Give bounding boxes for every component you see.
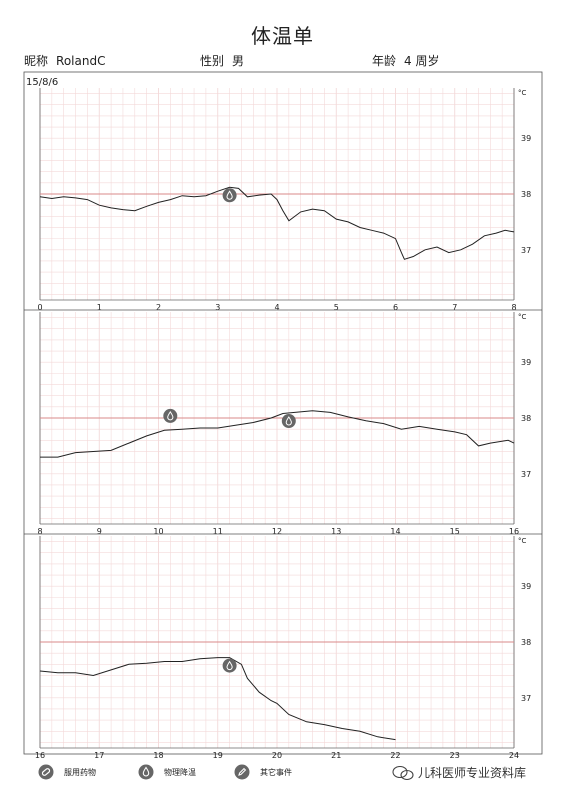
drop-icon [138, 764, 154, 780]
y-tick-label: 37 [521, 246, 531, 255]
page-title: 体温单 [251, 24, 314, 48]
legend-medication-label: 服用药物 [64, 767, 96, 777]
temperature-line [40, 410, 515, 458]
nickname-value: RolandC [56, 54, 106, 68]
age-info: 年龄 4 周岁 [372, 52, 439, 69]
x-tick-label: 9 [97, 527, 102, 536]
legend-medication: 服用药物 [38, 764, 96, 780]
x-tick-label: 22 [390, 751, 400, 760]
x-tick-label: 4 [274, 303, 279, 312]
x-tick-label: 2 [156, 303, 161, 312]
x-tick-label: 6 [393, 303, 398, 312]
y-tick-label: 39 [521, 582, 531, 591]
gender-value: 男 [232, 54, 245, 68]
x-tick-label: 20 [272, 751, 282, 760]
x-tick-label: 8 [511, 303, 516, 312]
x-tick-label: 15 [450, 527, 460, 536]
nickname-info: 昵称 RolandC [24, 52, 105, 69]
unit-label: °C [518, 313, 527, 321]
x-tick-label: 5 [334, 303, 339, 312]
panel-2: °C 37 38 39 8 9 10 11 12 13 14 15 16 [24, 309, 542, 536]
x-tick-label: 23 [450, 751, 460, 760]
legend-event: 其它事件 [234, 764, 292, 780]
cooling-marker-icon [163, 408, 178, 423]
y-tick-label: 38 [521, 414, 531, 423]
legend-cooling-label: 物理降温 [164, 767, 196, 777]
gender-label: 性别 [200, 54, 225, 68]
x-tick-label: 11 [213, 527, 223, 536]
x-tick-label: 0 [37, 303, 42, 312]
y-tick-label: 38 [521, 190, 531, 199]
y-tick-label: 39 [521, 134, 531, 143]
x-tick-label: 1 [97, 303, 102, 312]
nickname-label: 昵称 [24, 54, 49, 68]
x-tick-label: 24 [509, 751, 519, 760]
x-tick-label: 17 [94, 751, 104, 760]
panel-1: °C 37 38 39 0 1 2 3 4 5 6 7 8 [37, 88, 531, 312]
legend-event-label: 其它事件 [260, 767, 292, 777]
x-tick-label: 3 [215, 303, 220, 312]
cooling-marker-icon [222, 658, 237, 673]
date-label: 15/8/6 [26, 77, 58, 88]
age-value: 4 周岁 [404, 54, 440, 68]
x-tick-label: 10 [153, 527, 163, 536]
chart-frame [23, 71, 543, 755]
cooling-marker-icon [222, 188, 237, 203]
unit-label: °C [518, 89, 527, 97]
x-tick-label: 13 [331, 527, 341, 536]
temperature-line [39, 186, 515, 260]
cooling-marker-icon [281, 414, 296, 428]
unit-label: °C [518, 537, 527, 545]
watermark: 儿科医师专业资料库 [392, 764, 526, 781]
x-tick-label: 7 [452, 303, 457, 312]
temperature-line [39, 657, 396, 741]
y-tick-label: 37 [521, 470, 531, 479]
watermark-text: 儿科医师专业资料库 [418, 766, 527, 780]
legend-cooling: 物理降温 [138, 764, 196, 780]
x-tick-label: 18 [153, 751, 163, 760]
wechat-icon [392, 765, 414, 780]
x-tick-label: 16 [35, 751, 45, 760]
y-tick-label: 37 [521, 694, 531, 703]
pill-icon [38, 764, 54, 780]
x-tick-label: 14 [390, 527, 400, 536]
pencil-icon [234, 764, 250, 780]
panel-3: °C 37 38 39 16 17 18 19 20 21 22 23 24 [24, 533, 542, 760]
x-tick-label: 21 [331, 751, 341, 760]
x-tick-label: 19 [213, 751, 223, 760]
x-tick-label: 8 [37, 527, 42, 536]
gender-info: 性别男 [200, 52, 244, 69]
age-label: 年龄 [372, 54, 397, 68]
y-tick-label: 38 [521, 638, 531, 647]
x-tick-label: 16 [509, 527, 519, 536]
x-tick-label: 12 [272, 527, 282, 536]
y-tick-label: 39 [521, 358, 531, 367]
